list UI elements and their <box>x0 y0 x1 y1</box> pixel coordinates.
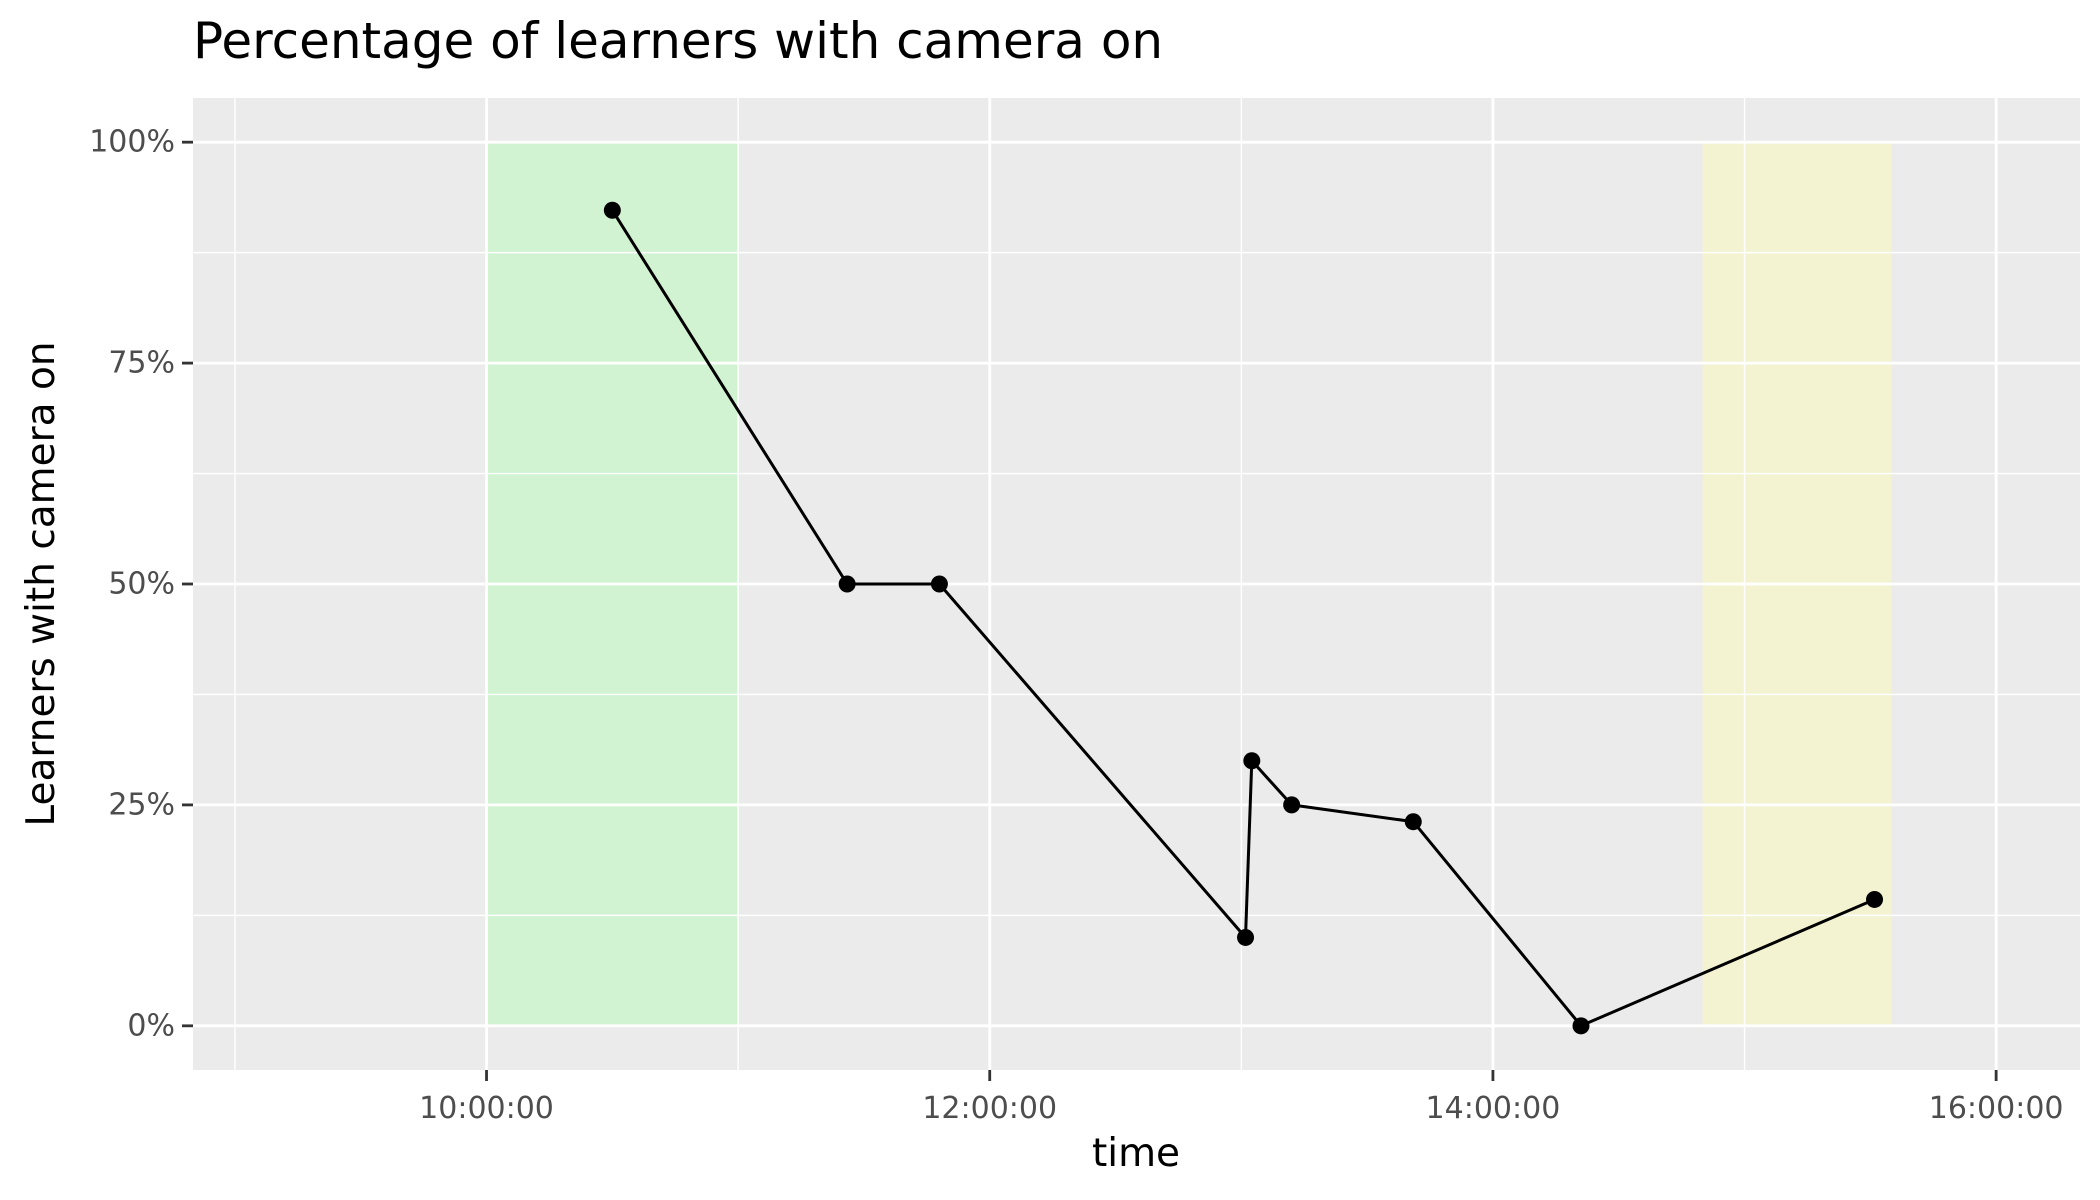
data-point <box>1572 1017 1590 1035</box>
y-axis-title: Learners with camera on <box>19 341 64 826</box>
x-axis-title: time <box>1092 1131 1180 1176</box>
y-tick-label: 50% <box>108 567 175 602</box>
x-axis: 10:00:00 12:00:00 14:00:00 16:00:00 <box>419 1070 2064 1126</box>
y-tick-label: 0% <box>127 1008 175 1043</box>
chart-title: Percentage of learners with camera on <box>193 12 1163 70</box>
x-tick-label: 12:00:00 <box>922 1091 1057 1126</box>
y-tick-label: 100% <box>89 125 175 160</box>
y-axis: 0% 25% 50% 75% 100% <box>89 125 193 1043</box>
data-point <box>1237 928 1255 946</box>
y-tick-label: 75% <box>108 346 175 381</box>
data-point <box>603 201 621 219</box>
data-points <box>603 201 1884 1035</box>
data-point <box>838 575 856 593</box>
data-point <box>1866 890 1884 908</box>
data-point <box>1243 752 1261 770</box>
y-tick-label: 25% <box>108 787 175 822</box>
x-tick-label: 10:00:00 <box>419 1091 554 1126</box>
major-gridlines <box>193 98 2080 1070</box>
x-tick-label: 14:00:00 <box>1426 1091 1561 1126</box>
data-point <box>1283 796 1301 814</box>
data-point <box>930 575 948 593</box>
data-point <box>1404 813 1422 831</box>
x-tick-label: 16:00:00 <box>1929 1091 2064 1126</box>
